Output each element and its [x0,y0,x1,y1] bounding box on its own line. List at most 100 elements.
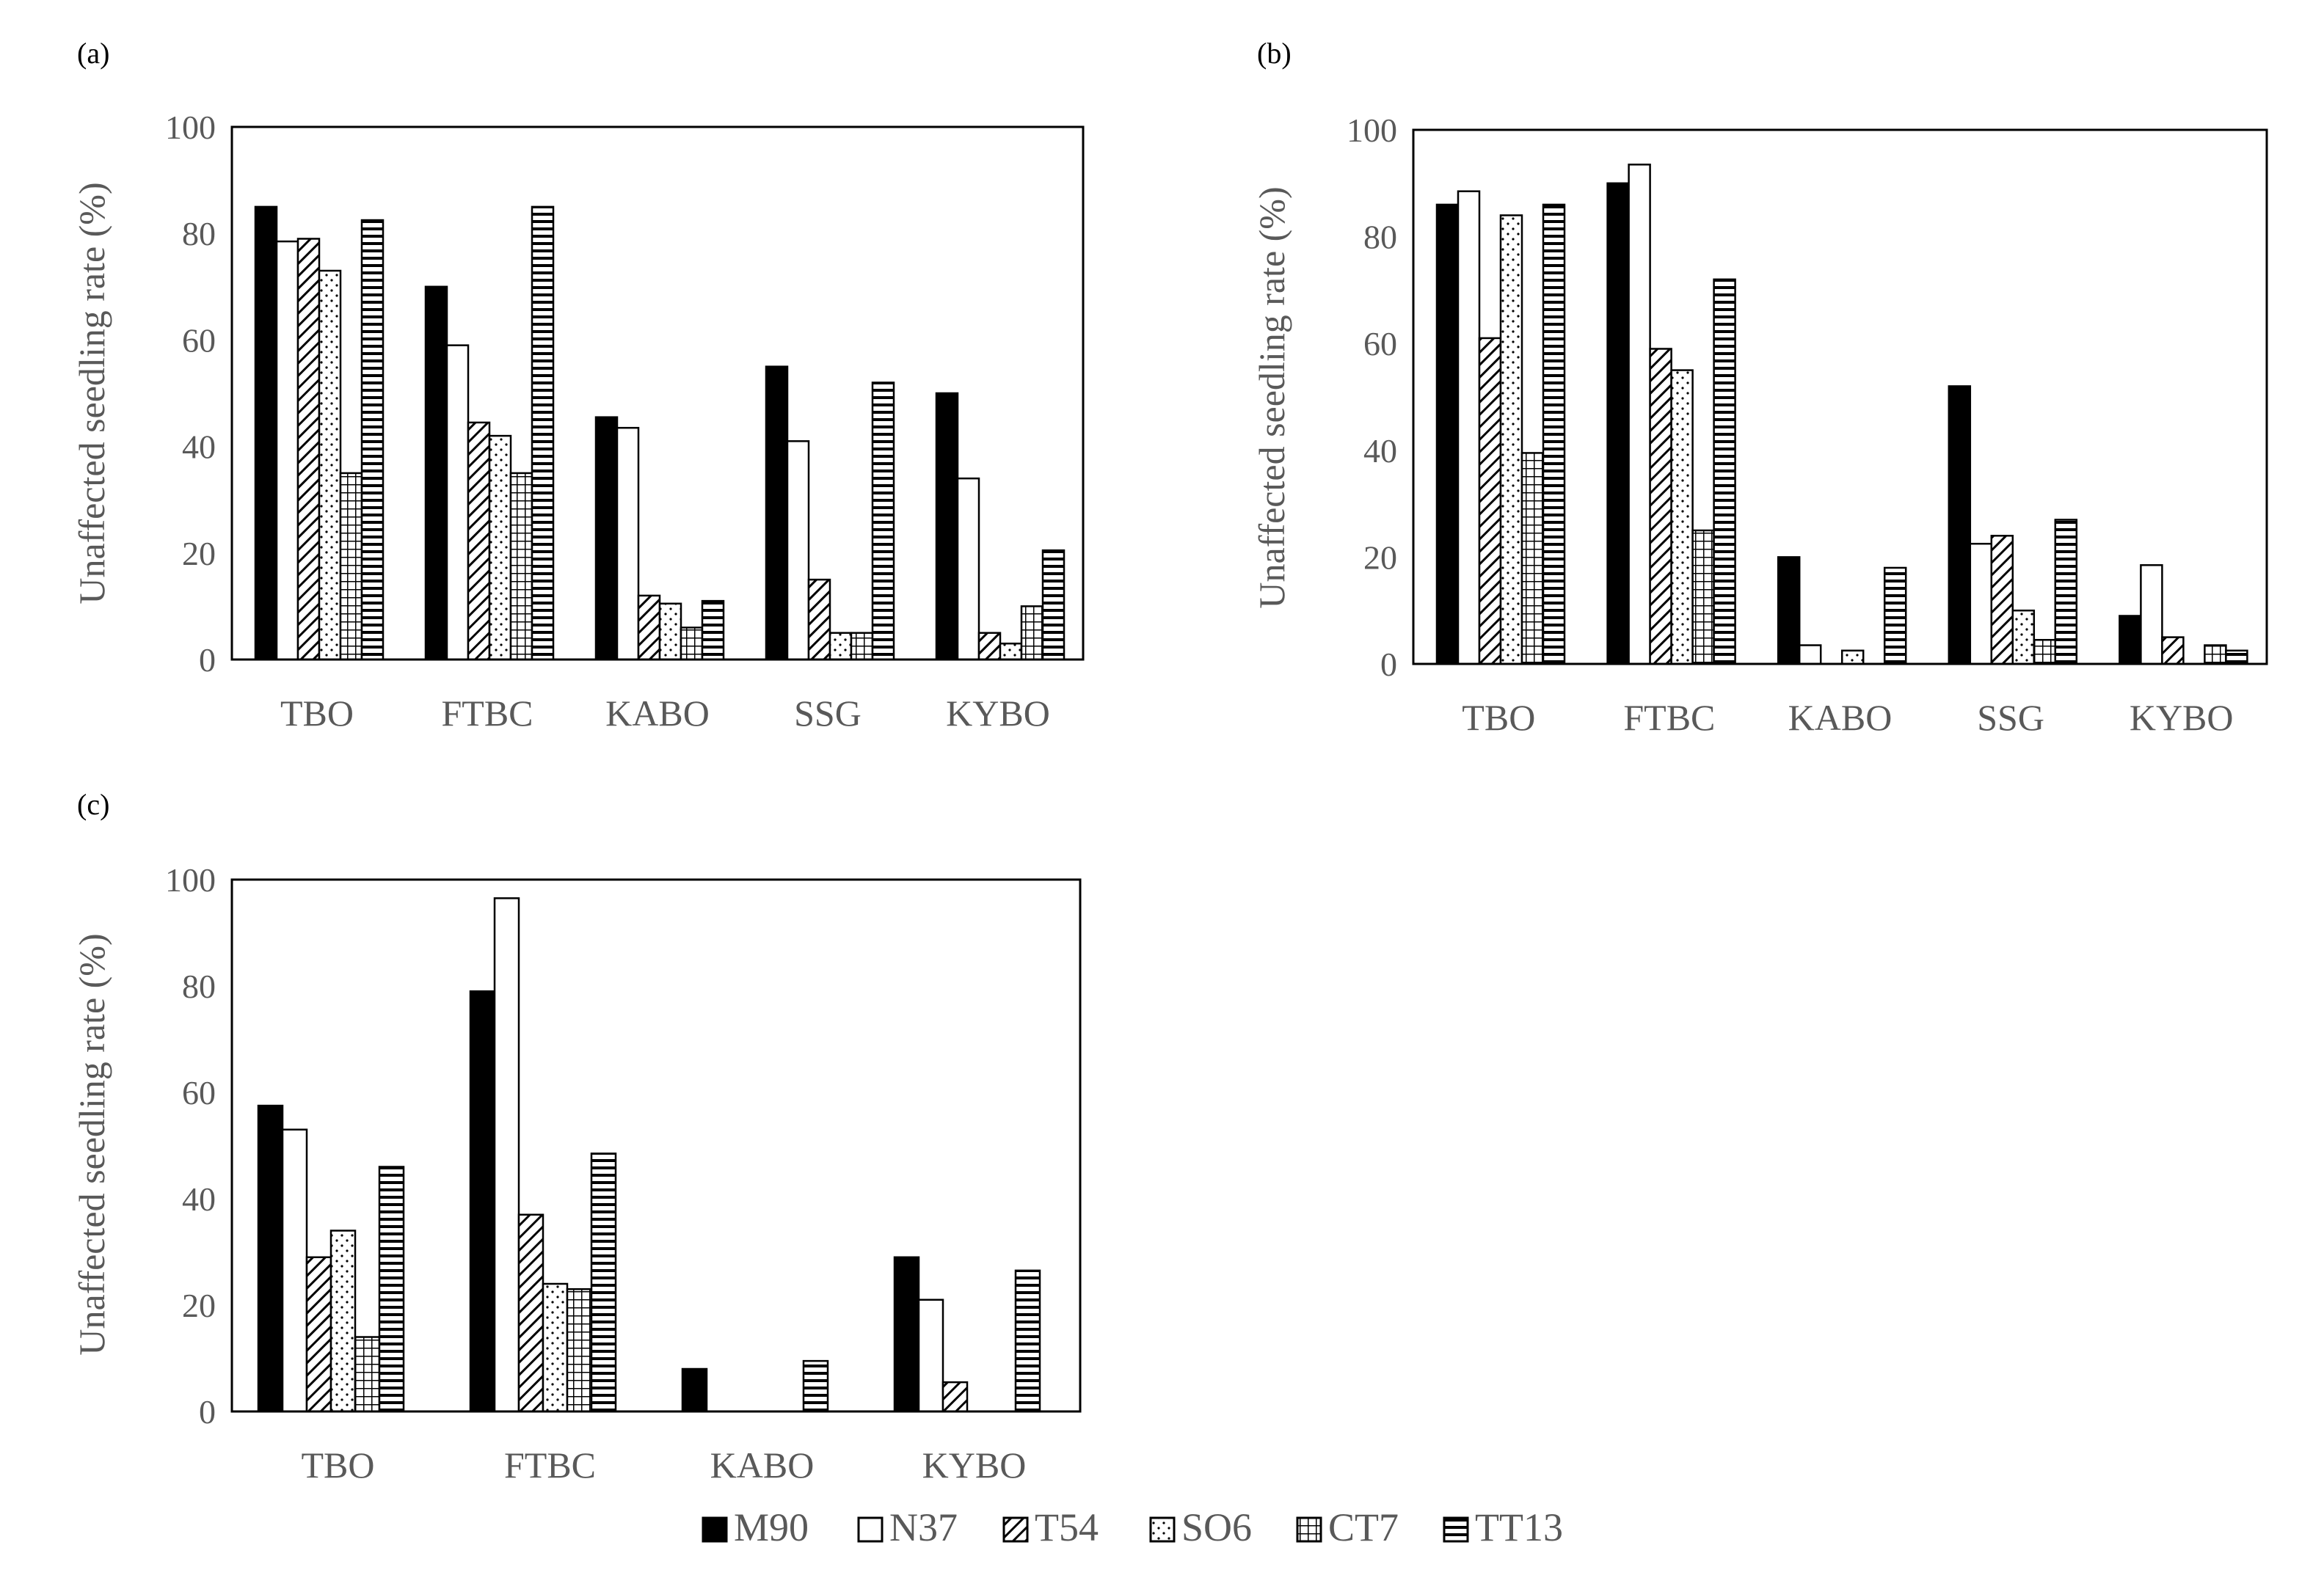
panel-c: (c) 0 20 40 60 80 100 TBO FTBC KABO KYBO Unaffec… [71,788,1082,1486]
bar-a-tbo-n37 [275,240,299,661]
y-tick-label-a-80: 80 [182,215,216,252]
y-tick-label-c-60: 60 [182,1074,216,1111]
y-tick-label-a-100: 100 [165,109,216,146]
panel-c-bars [257,897,1041,1413]
legend-swatch-t54 [1002,1516,1029,1543]
legend-item-t54: T54 [1002,1505,1099,1549]
legend-swatch-n37 [857,1516,884,1543]
y-tick-label-b-40: 40 [1363,432,1397,470]
bar-a-ssg-m90 [765,365,789,661]
bar-b-ssg-m90 [1948,385,1972,665]
y-tick-label-c-0: 0 [199,1393,216,1431]
bar-c-tbo-so6 [329,1230,357,1413]
panel-b-bars [1435,164,2248,665]
bar-a-kybo-m90 [935,392,959,661]
bar-b-kybo-n37 [2140,564,2163,665]
bar-b-tbo-t54 [1478,337,1502,665]
bar-c-ftbc-t54 [517,1213,544,1413]
y-tick-label-c-100: 100 [165,861,216,899]
y-axis-label-a: Unaffected seedling rate (%) [71,182,112,604]
bar-c-tbo-n37 [281,1128,308,1413]
bar-a-kabo-n37 [616,426,640,661]
y-tick-label-b-60: 60 [1363,325,1397,362]
plot-frame-a [230,125,1085,661]
bar-c-kybo-tt13 [1014,1269,1041,1413]
panel-label-b: (b) [1257,37,1292,70]
legend-label-so6: SO6 [1181,1505,1252,1549]
bar-b-tbo-ct7 [1520,452,1545,665]
bar-a-kabo-tt13 [701,599,725,661]
x-tick-label-a-ftbc: FTBC [441,693,533,734]
y-tick-label-a-60: 60 [182,321,216,359]
bar-a-tbo-tt13 [360,219,385,661]
bar-c-tbo-tt13 [378,1166,405,1413]
panel-a-yticks: 0 20 40 60 80 100 [165,109,216,679]
bar-c-tbo-m90 [257,1104,284,1413]
bar-a-ftbc-ct7 [509,472,533,661]
legend-label-m90: M90 [734,1505,809,1549]
legend-item-n37: N37 [857,1505,958,1549]
bar-c-tbo-ct7 [354,1336,381,1413]
panel-label-a: (a) [77,37,109,70]
bar-b-tbo-tt13 [1542,203,1566,665]
x-tick-label-a-kabo: KABO [605,693,710,734]
bar-b-ssg-tt13 [2054,519,2078,665]
bar-b-tbo-n37 [1457,190,1481,665]
panel-b-yticks: 0 20 40 60 80 100 [1347,112,1397,683]
bar-b-kybo-ct7 [2204,644,2227,665]
y-tick-label-b-80: 80 [1363,219,1397,256]
y-tick-label-c-80: 80 [182,968,216,1005]
bar-b-ssg-so6 [2011,609,2036,665]
bar-c-kybo-m90 [893,1256,920,1413]
bar-b-ftbc-m90 [1606,182,1630,665]
bar-b-kabo-n37 [1798,644,1822,665]
bar-b-kybo-tt13 [2225,649,2248,665]
x-tick-label-a-kybo: KYBO [946,693,1050,734]
bar-b-kybo-t54 [2161,636,2185,665]
panel-a: (a) 0 20 40 60 80 100 TBO FTBC KABO SSG KYBO Unaf… [71,37,1085,734]
panel-b-xlabels: TBO FTBC KABO SSG KYBO [1462,697,2233,738]
bar-c-ftbc-m90 [469,990,496,1413]
bar-a-ftbc-n37 [445,344,470,661]
bar-c-ftbc-n37 [493,897,520,1413]
bar-a-tbo-t54 [296,238,321,661]
bar-a-ssg-t54 [807,578,831,661]
bar-c-kabo-m90 [681,1367,708,1413]
x-tick-label-a-ssg: SSG [794,693,862,734]
y-tick-label-a-0: 0 [199,641,216,679]
bar-a-kybo-so6 [999,642,1023,661]
bar-a-tbo-m90 [254,205,278,661]
x-tick-label-c-kabo: KABO [710,1444,815,1486]
x-tick-label-c-tbo: TBO [302,1444,375,1486]
bar-b-ftbc-tt13 [1713,278,1736,665]
bar-b-ftbc-so6 [1670,369,1694,665]
plot-frame-c [230,878,1082,1413]
y-tick-label-c-40: 40 [182,1180,216,1218]
bar-b-ftbc-ct7 [1691,529,1715,665]
legend-swatch-so6 [1149,1516,1176,1543]
bar-c-kybo-n37 [917,1298,944,1413]
legend-swatch-m90 [702,1516,728,1543]
legend-swatch-tt13 [1443,1516,1469,1543]
bar-c-kabo-tt13 [802,1359,829,1413]
bar-b-tbo-so6 [1499,214,1523,665]
legend: M90 N37 T54 SO6 CT7 TT13 [702,1505,1563,1549]
bar-b-ftbc-t54 [1649,348,1672,665]
bar-b-ssg-t54 [1990,535,2014,665]
x-tick-label-c-ftbc: FTBC [504,1444,596,1486]
bar-b-ssg-n37 [1969,542,1993,665]
legend-item-tt13: TT13 [1443,1505,1563,1549]
y-tick-label-b-0: 0 [1380,646,1397,683]
y-tick-label-b-20: 20 [1363,538,1397,576]
bar-a-tbo-so6 [318,269,342,661]
legend-label-t54: T54 [1035,1505,1099,1549]
y-tick-label-a-20: 20 [182,535,216,572]
legend-label-n37: N37 [889,1505,958,1549]
panel-b: (b) 0 20 40 60 80 100 TBO FTBC KABO SSG KYBO Unaf… [1251,37,2268,738]
bar-c-ftbc-so6 [542,1282,569,1413]
bar-b-kabo-m90 [1777,556,1801,665]
x-tick-label-b-tbo: TBO [1462,697,1535,738]
bar-a-ssg-n37 [786,440,810,661]
bar-a-kybo-ct7 [1020,605,1044,661]
